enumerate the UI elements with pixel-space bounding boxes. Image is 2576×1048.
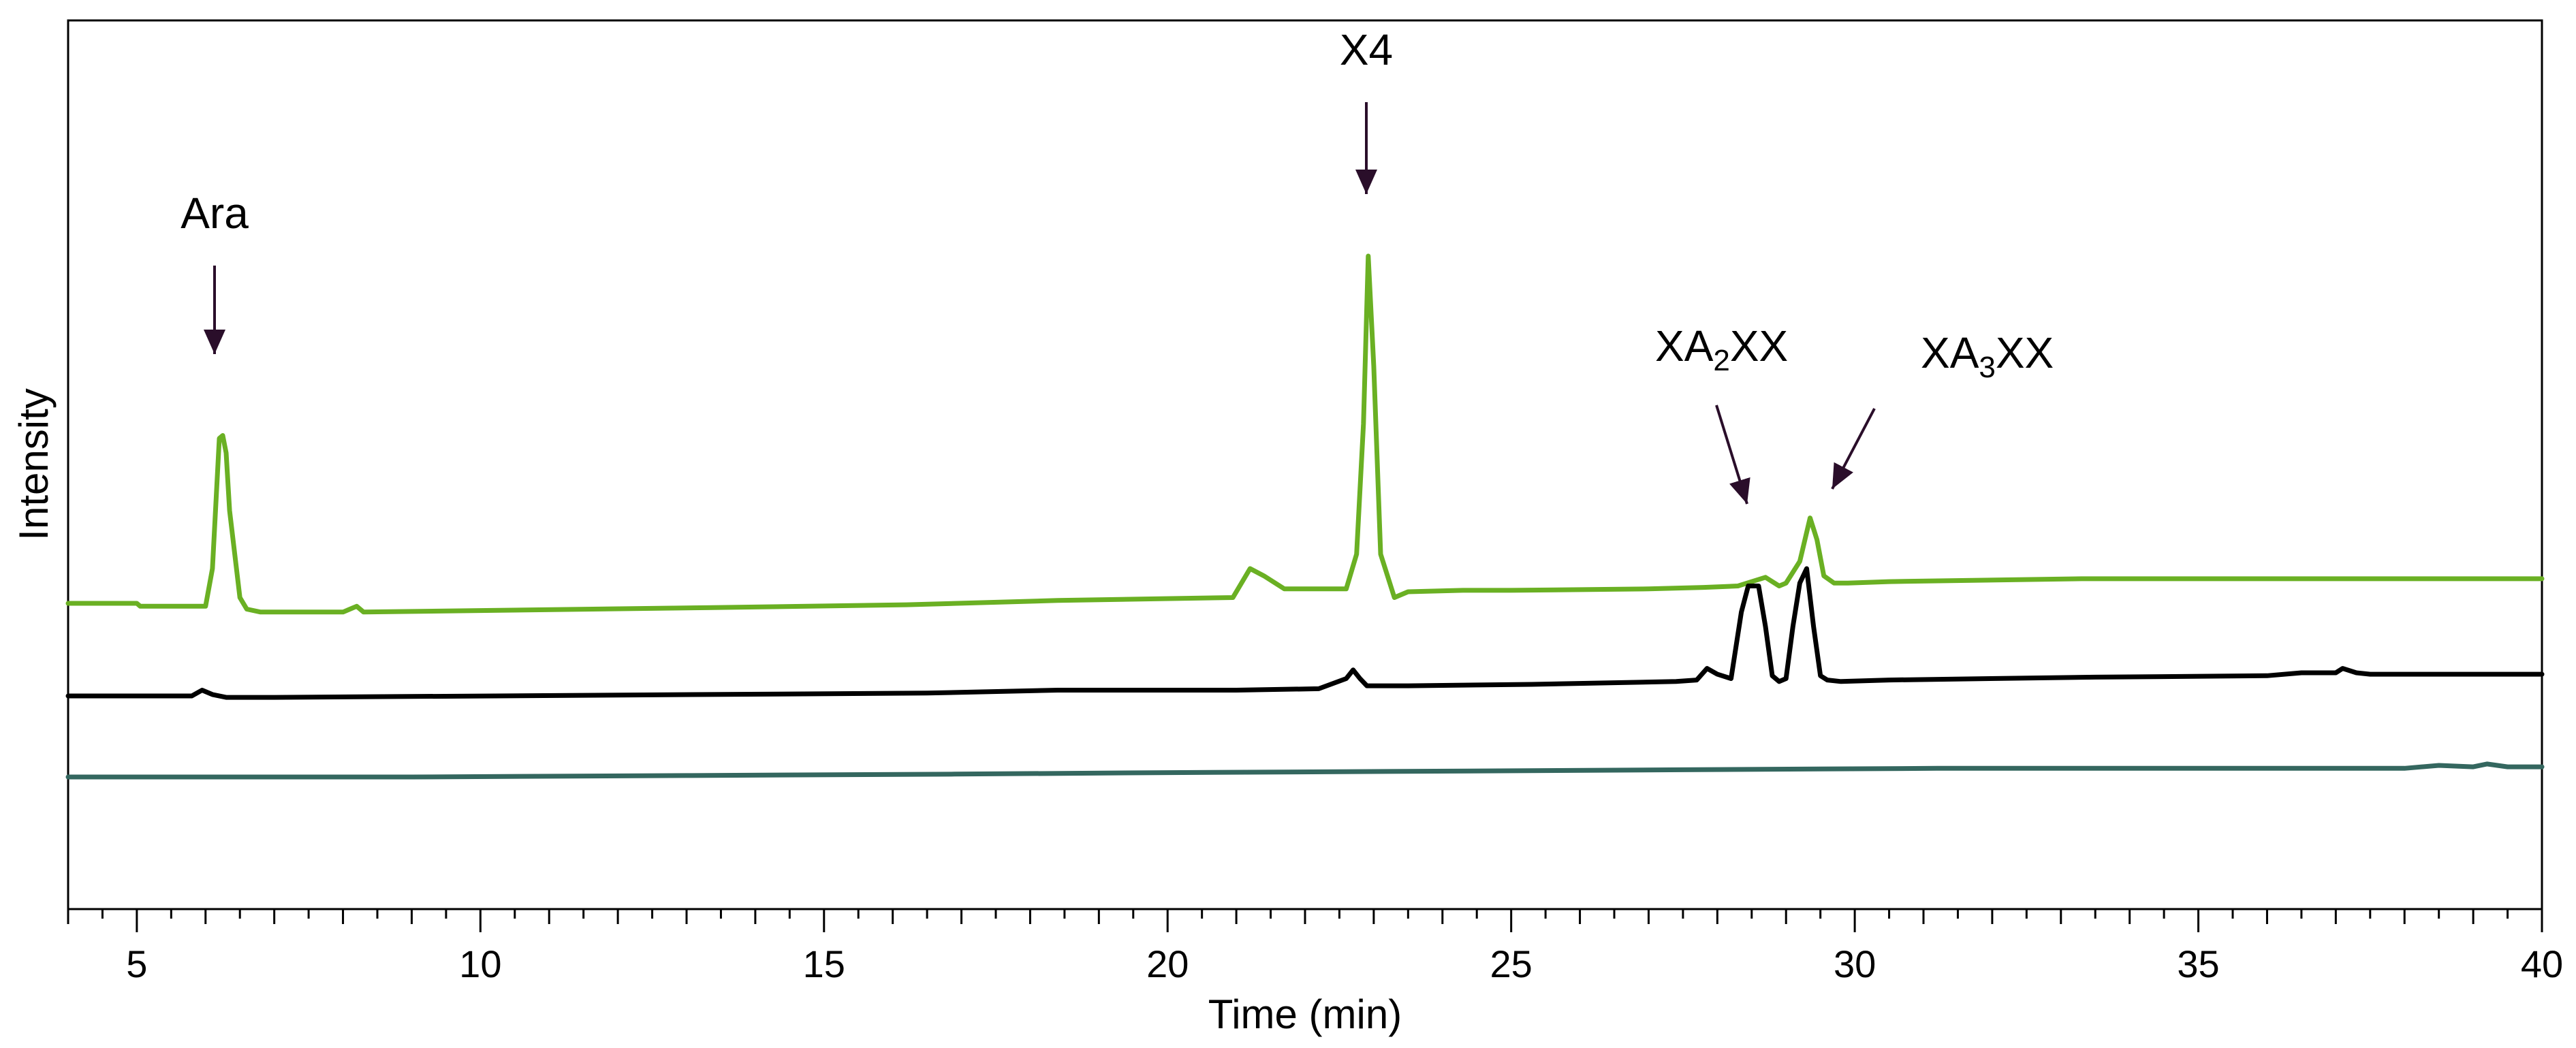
series-layer — [65, 253, 2545, 780]
x-tick-label: 35 — [2177, 942, 2219, 985]
series-line-1 — [65, 253, 2545, 615]
x-axis: 5 10 15 20 25 30 35 40 — [67, 908, 2563, 985]
x-tick-label: 30 — [1834, 942, 1876, 985]
annotation-arrow — [1831, 408, 1876, 490]
x-tick-label: 40 — [2521, 942, 2563, 985]
annotation-label: XA3XX — [1921, 328, 2054, 384]
x-tick-label: 15 — [803, 942, 845, 985]
x-tick-label: 10 — [459, 942, 501, 985]
annotation-label: XA2XX — [1655, 321, 1788, 377]
x-tick-label: 25 — [1490, 942, 1533, 985]
annotation-label: X4 — [1340, 25, 1393, 74]
x-tick-label: 5 — [126, 942, 147, 985]
x-tick-label: 20 — [1146, 942, 1189, 985]
annotation-label: Ara — [180, 189, 249, 238]
y-axis-title: Intensity — [11, 388, 57, 540]
series-line-2 — [65, 566, 2545, 700]
x-axis-title: Time (min) — [1208, 991, 1402, 1037]
annotations-layer: Ara X4 XA2XX XA3XX — [180, 25, 2054, 505]
series-line-3 — [65, 761, 2545, 780]
annotation-arrow — [1715, 404, 1750, 505]
